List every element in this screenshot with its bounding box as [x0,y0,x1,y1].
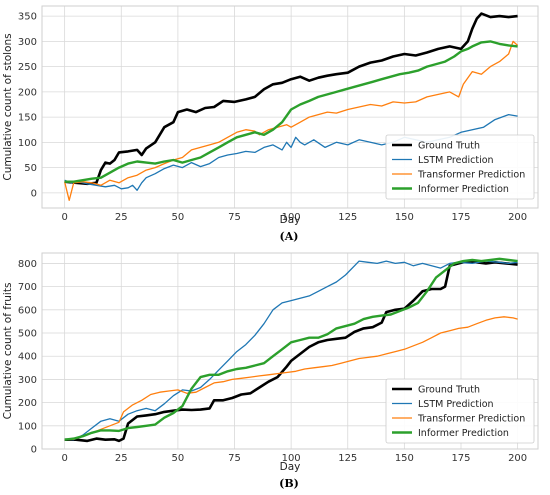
y-tick-label: 800 [18,259,37,270]
x-tick-label: 125 [338,212,357,223]
legend-label: LSTM Prediction [418,155,494,166]
legend-label: Transformer Prediction [417,414,525,425]
legend-label: LSTM Prediction [418,399,494,410]
x-tick-label: 25 [115,453,128,464]
x-tick-label: 125 [338,453,357,464]
series-line-transformer-prediction [63,40,519,202]
legend-label: Ground Truth [418,385,480,396]
x-tick-label: 175 [451,212,470,223]
plot-frame [41,252,539,450]
y-tick-label: 600 [18,305,37,316]
x-tick-label: 175 [451,453,470,464]
x-tick-label: 75 [228,453,241,464]
x-tick-label: 200 [508,212,527,223]
x-tick-label: 25 [115,212,128,223]
legend: Ground Truth LSTM Prediction Transformer P… [385,134,535,200]
panel-caption: (A) [280,230,299,243]
series-line-transformer-prediction [64,316,518,441]
y-tick-label: 300 [18,375,37,386]
x-tick-label: 100 [282,212,301,223]
legend-label: Informer Prediction [418,428,509,439]
series-line-informer-prediction [64,257,518,441]
y-tick-label: 400 [18,352,37,363]
x-tick-label: 150 [395,212,414,223]
panel-a: 0 25 50 75 100 125 150 175 200 0 50 100 150 200 250 300… [2,5,539,243]
y-tick-label: 200 [18,87,37,98]
series-line-ground-truth [64,259,518,443]
x-tick-label: 150 [395,453,414,464]
x-axis-label: Day [280,214,301,226]
series-line-ground-truth [64,12,518,186]
y-tick-label: 700 [18,282,37,293]
series-group [64,257,518,443]
x-tick-label: 50 [172,453,185,464]
x-tick-label: 0 [61,212,67,223]
series-line-lstm-prediction [64,260,518,441]
legend-label: Informer Prediction [418,184,509,195]
x-tick-label: 0 [61,453,67,464]
x-tick-label: 50 [172,212,185,223]
legend-label: Transformer Prediction [417,170,525,181]
series-group [63,12,519,202]
y-tick-label: 350 [18,12,37,23]
y-axis-label: Cumulative count of stolons [2,33,14,180]
y-tick-label: 0 [31,188,37,199]
y-tick-label: 100 [18,421,37,432]
panel-caption: (B) [279,477,299,490]
plot-frame [41,5,539,209]
y-tick-label: 0 [31,445,37,456]
y-tick-label: 250 [18,62,37,73]
x-tick-label: 100 [282,453,301,464]
y-tick-label: 150 [18,113,37,124]
x-axis-label: Day [280,461,301,473]
y-tick-label: 200 [18,398,37,409]
legend-label: Ground Truth [418,141,480,152]
y-tick-label: 50 [24,163,37,174]
series-line-informer-prediction [64,40,518,183]
x-tick-label: 200 [508,453,527,464]
x-tick-label: 75 [228,212,241,223]
y-axis-label: Cumulative count of fruits [2,283,14,420]
y-tick-label: 500 [18,329,37,340]
y-tick-label: 300 [18,37,37,48]
legend: Ground Truth LSTM Prediction Transformer P… [385,378,535,444]
legend-box [385,134,535,200]
panel-b: 0 25 50 75 100 125 150 175 200 0 100 200 300 400 500 60… [2,252,539,490]
y-tick-label: 100 [18,138,37,149]
legend-box [385,378,535,444]
